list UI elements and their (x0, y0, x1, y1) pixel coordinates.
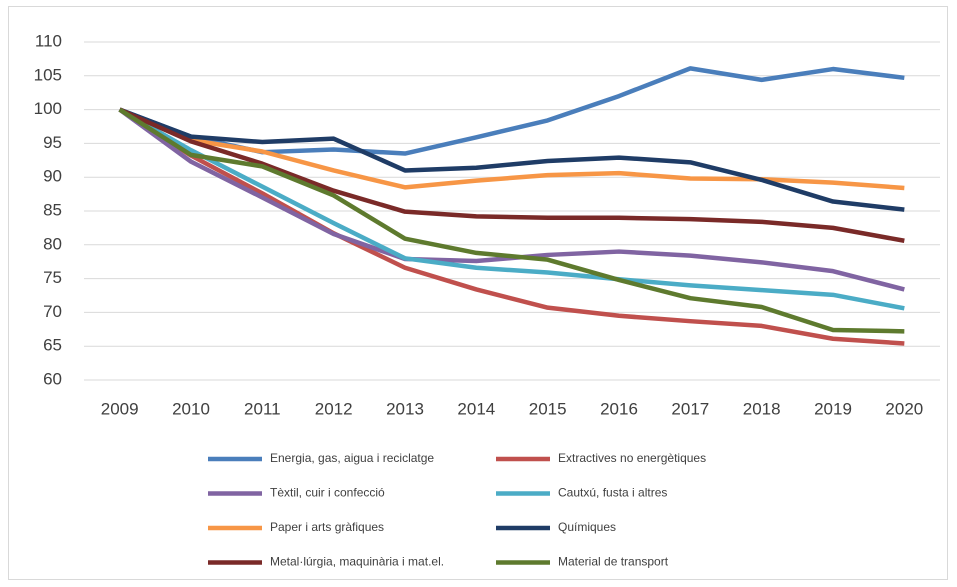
x-tick-label: 2018 (743, 399, 781, 418)
x-tick-label: 2010 (172, 399, 210, 418)
x-tick-label: 2019 (814, 399, 852, 418)
y-tick-label: 75 (43, 268, 62, 287)
y-tick-label: 95 (43, 133, 62, 152)
y-tick-label: 70 (43, 302, 62, 321)
series-line (118, 107, 905, 212)
legend-label: Extractives no energètiques (558, 451, 706, 465)
legend-label: Químiques (558, 520, 616, 534)
y-tick-label: 85 (43, 200, 62, 219)
series-line (118, 107, 905, 346)
y-tick-label: 105 (34, 65, 62, 84)
series-line (118, 107, 905, 334)
x-tick-label: 2014 (457, 399, 495, 418)
y-tick-label: 65 (43, 336, 62, 355)
x-tick-label: 2013 (386, 399, 424, 418)
y-tick-label: 110 (35, 31, 62, 50)
legend-label: Paper i arts gràfiques (270, 520, 384, 534)
x-tick-label: 2009 (101, 399, 139, 418)
legend-label: Material de transport (558, 555, 669, 569)
legend-label: Tèxtil, cuir i confecció (270, 486, 385, 500)
y-tick-label: 90 (43, 167, 62, 186)
x-tick-label: 2011 (244, 399, 281, 418)
legend-label: Metal·lúrgia, maquinària i mat.el. (270, 555, 444, 569)
series-line (118, 107, 905, 243)
series-line (118, 107, 905, 191)
y-tick-label: 100 (34, 99, 62, 118)
x-tick-label: 2017 (671, 399, 709, 418)
y-tick-label: 80 (43, 234, 62, 253)
x-tick-label: 2020 (885, 399, 923, 418)
legend-label: Cautxú, fusta i altres (558, 486, 667, 500)
x-tick-label: 2012 (315, 399, 353, 418)
x-tick-label: 2015 (529, 399, 567, 418)
series-line (118, 107, 905, 311)
y-tick-label: 60 (43, 369, 62, 388)
x-tick-label: 2016 (600, 399, 638, 418)
legend-label: Energia, gas, aigua i reciclatge (270, 451, 434, 465)
